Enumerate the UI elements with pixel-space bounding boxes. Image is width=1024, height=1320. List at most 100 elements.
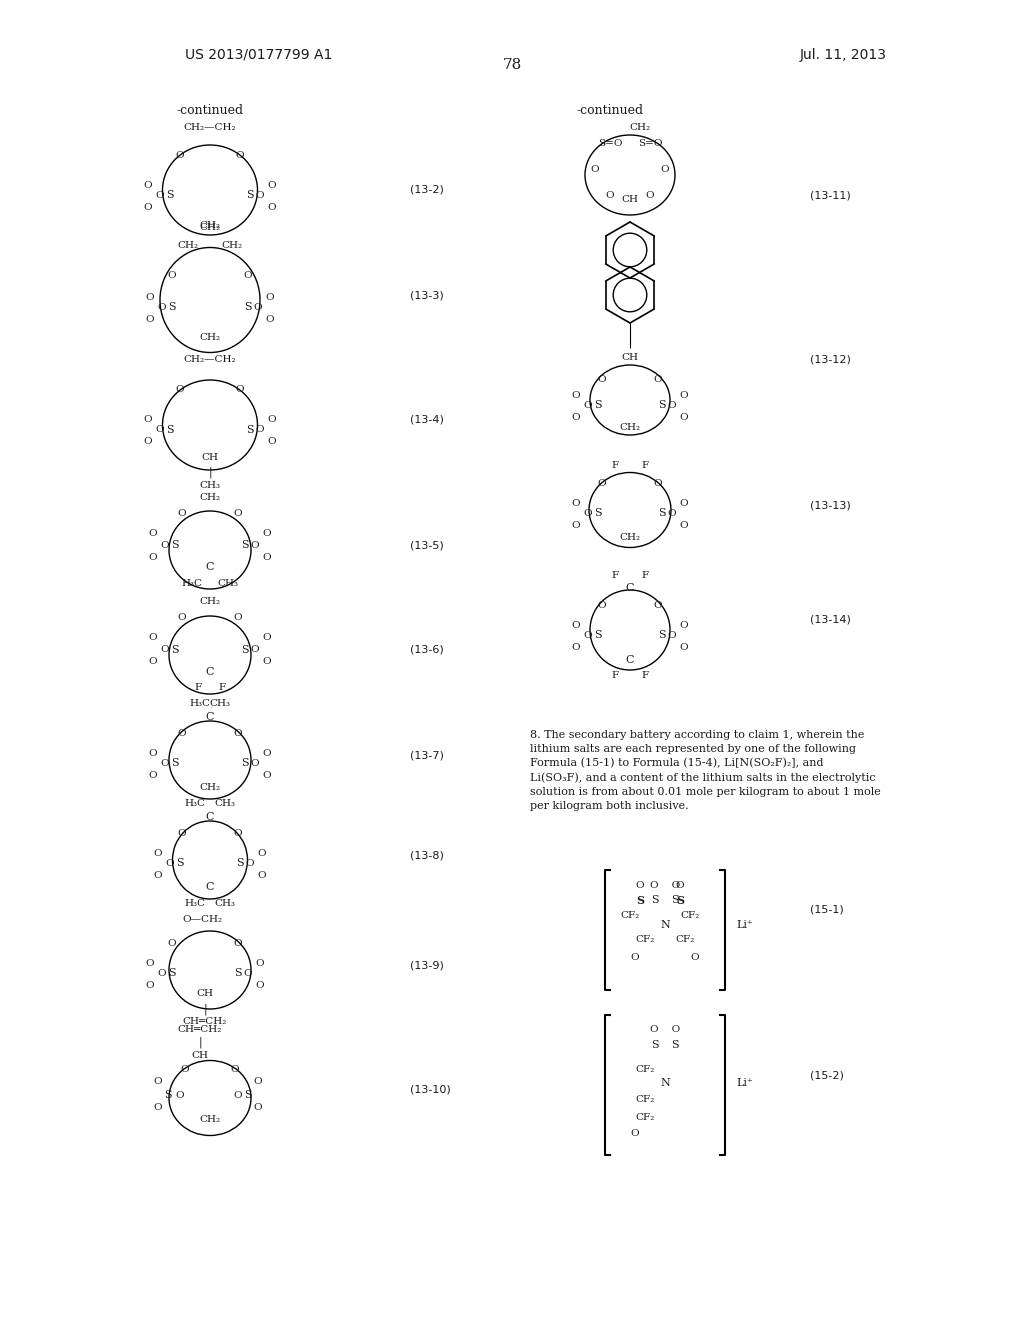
Text: O: O [571, 520, 581, 529]
Text: Jul. 11, 2013: Jul. 11, 2013 [800, 48, 887, 62]
Text: O: O [148, 553, 158, 561]
Text: O: O [653, 375, 663, 384]
Text: S: S [171, 645, 179, 655]
Text: O: O [680, 391, 688, 400]
Text: O: O [598, 375, 606, 384]
Text: O: O [690, 953, 699, 962]
Text: CH₂: CH₂ [200, 333, 220, 342]
Text: O: O [263, 528, 271, 537]
Text: (13-6): (13-6) [410, 645, 443, 655]
Text: O: O [653, 479, 663, 487]
Text: C: C [206, 667, 214, 677]
Text: CF₂: CF₂ [621, 911, 640, 920]
Text: O: O [246, 858, 254, 867]
Text: O: O [676, 880, 684, 890]
Text: |: | [199, 1036, 202, 1048]
Text: O: O [143, 416, 153, 425]
Text: (13-3): (13-3) [410, 290, 443, 300]
Text: O: O [680, 499, 688, 507]
Text: O: O [168, 271, 176, 280]
Text: H₃C: H₃C [189, 698, 211, 708]
Text: O: O [254, 1104, 262, 1113]
Text: S: S [651, 895, 658, 906]
Text: H₃C: H₃C [184, 899, 206, 908]
Text: O: O [267, 202, 276, 211]
Text: S: S [168, 968, 176, 978]
Text: O: O [263, 771, 271, 780]
Text: O: O [148, 748, 158, 758]
Text: O: O [258, 849, 266, 858]
Text: S: S [246, 190, 254, 201]
Text: CH₃: CH₃ [214, 799, 236, 808]
Text: O: O [668, 508, 676, 517]
Text: O: O [178, 508, 186, 517]
Text: O: O [256, 425, 264, 434]
Text: O: O [254, 302, 262, 312]
Text: O: O [267, 181, 276, 190]
Text: O: O [233, 614, 243, 623]
Text: O: O [267, 437, 276, 446]
Text: O: O [591, 165, 599, 174]
Text: S: S [594, 400, 602, 411]
Text: S: S [594, 508, 602, 517]
Text: O: O [584, 400, 592, 409]
Text: CH═CH₂: CH═CH₂ [183, 1018, 227, 1027]
Text: O: O [233, 729, 243, 738]
Text: O: O [154, 849, 163, 858]
Text: S=O: S=O [598, 139, 623, 148]
Text: O: O [680, 620, 688, 630]
Text: O: O [256, 958, 264, 968]
Text: CH: CH [191, 1051, 209, 1060]
Text: S: S [246, 425, 254, 436]
Text: O: O [176, 1090, 184, 1100]
Text: CH₂: CH₂ [200, 220, 220, 230]
Text: CF₂: CF₂ [635, 1114, 654, 1122]
Text: CH: CH [197, 989, 213, 998]
Text: O: O [646, 190, 654, 199]
Text: O: O [156, 190, 164, 199]
Text: O: O [236, 150, 245, 160]
Text: 8. The secondary battery according to claim 1, wherein the
lithium salts are eac: 8. The secondary battery according to cl… [530, 730, 881, 812]
Text: S: S [171, 540, 179, 550]
Text: C: C [626, 655, 634, 665]
Text: O: O [584, 631, 592, 639]
Text: Li⁺: Li⁺ [736, 920, 754, 931]
Text: C: C [206, 711, 214, 722]
Text: O: O [256, 981, 264, 990]
Text: O: O [176, 385, 184, 395]
Text: H₃C: H₃C [184, 799, 206, 808]
Text: S: S [176, 858, 184, 869]
Text: F: F [611, 461, 618, 470]
Text: S: S [676, 895, 684, 906]
Text: N: N [660, 1078, 670, 1088]
Text: CF₂: CF₂ [635, 1096, 654, 1105]
Text: O: O [598, 601, 606, 610]
Text: CH═CH₂: CH═CH₂ [178, 1026, 222, 1035]
Text: C: C [206, 882, 214, 892]
Text: O: O [178, 614, 186, 623]
Text: F: F [611, 570, 618, 579]
Text: |: | [208, 466, 212, 478]
Text: O: O [233, 1090, 243, 1100]
Text: S: S [168, 302, 176, 312]
Text: S: S [166, 425, 174, 436]
Text: O: O [265, 293, 274, 301]
Text: F: F [641, 570, 648, 579]
Text: CH₂: CH₂ [221, 240, 243, 249]
Text: (13-9): (13-9) [410, 960, 443, 970]
Text: S: S [234, 968, 242, 978]
Text: S: S [594, 630, 602, 640]
Text: O: O [263, 657, 271, 667]
Text: O: O [244, 969, 252, 978]
Text: CH₂: CH₂ [200, 598, 220, 606]
Text: O: O [251, 645, 259, 655]
Text: S: S [244, 302, 252, 312]
Text: -continued: -continued [577, 103, 643, 116]
Text: S: S [636, 895, 644, 906]
Text: (13-4): (13-4) [410, 414, 443, 425]
Text: O: O [244, 271, 252, 280]
Text: S=O: S=O [638, 139, 663, 148]
Text: S: S [658, 630, 666, 640]
Text: O: O [180, 1065, 189, 1074]
Text: (13-13): (13-13) [810, 500, 851, 510]
